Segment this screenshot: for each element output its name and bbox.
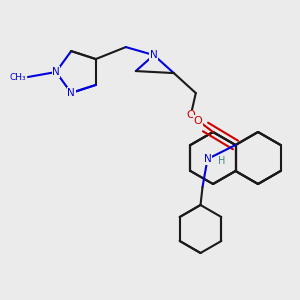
Text: CH₃: CH₃	[9, 74, 26, 82]
Text: O: O	[186, 110, 195, 120]
Text: O: O	[194, 116, 203, 126]
Text: H: H	[218, 156, 225, 166]
Text: N: N	[52, 67, 60, 77]
Text: N: N	[204, 154, 212, 164]
Text: N: N	[67, 88, 75, 98]
Text: N: N	[150, 50, 158, 60]
